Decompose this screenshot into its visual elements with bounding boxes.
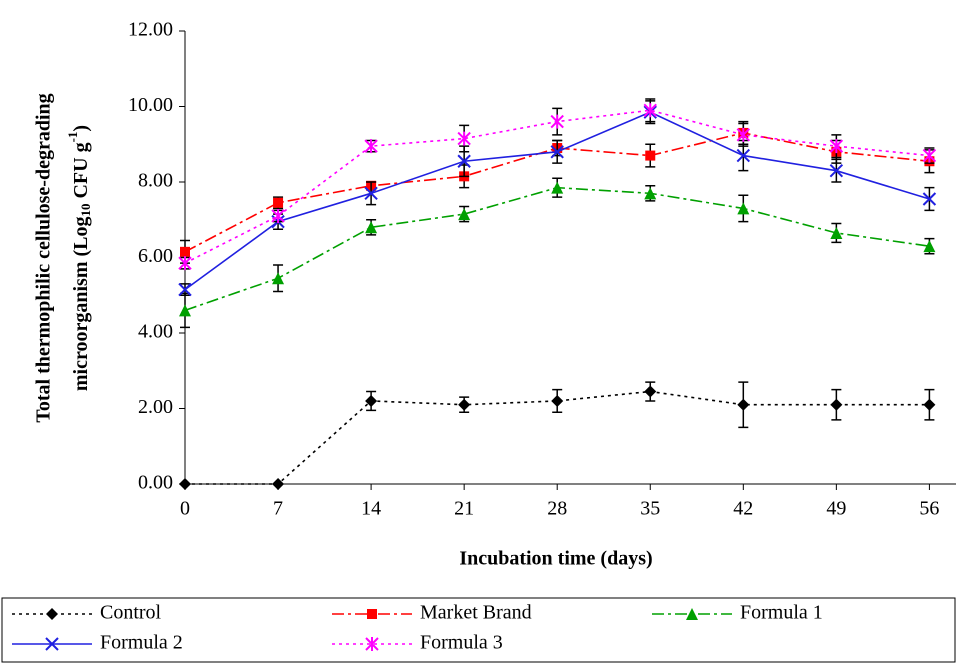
marker <box>457 131 471 146</box>
y-axis-label: Total thermophilic cellulose-degrading <box>33 93 55 422</box>
marker <box>923 398 936 411</box>
y-tick-label: 0.00 <box>138 472 173 494</box>
marker <box>179 478 191 490</box>
marker <box>922 148 937 163</box>
y-tick-label: 8.00 <box>138 170 173 192</box>
x-tick-label: 42 <box>733 498 753 520</box>
legend-marker <box>686 608 698 620</box>
marker <box>179 304 191 317</box>
legend-marker <box>367 609 377 619</box>
legend-label: Formula 2 <box>100 632 183 654</box>
marker <box>644 385 657 398</box>
y-axis-label-part: -1 <box>65 132 80 143</box>
x-tick-label: 7 <box>273 498 283 520</box>
marker <box>178 256 192 271</box>
marker <box>923 240 936 253</box>
marker <box>272 272 285 285</box>
legend-label: Control <box>100 602 162 624</box>
legend-label: Formula 3 <box>420 632 503 654</box>
marker <box>178 282 192 297</box>
legend-label: Formula 1 <box>740 602 823 624</box>
y-axis-label-part: CFU g <box>70 142 92 203</box>
x-tick-label: 21 <box>454 498 474 520</box>
x-tick-label: 49 <box>826 498 846 520</box>
x-tick-label: 35 <box>640 498 660 520</box>
y-axis-label-part: ) <box>70 125 92 132</box>
marker <box>645 150 656 161</box>
marker <box>272 478 285 490</box>
y-axis-label: microorganism (Log10 CFU g-1) <box>65 125 93 391</box>
marker <box>643 103 657 118</box>
y-tick-label: 6.00 <box>138 245 173 267</box>
x-axis-label: Incubation time (days) <box>459 548 652 570</box>
marker <box>830 398 843 411</box>
marker <box>550 114 564 129</box>
marker <box>365 221 378 234</box>
marker <box>736 127 751 142</box>
series-line <box>185 390 930 485</box>
x-tick-label: 0 <box>180 498 190 520</box>
y-axis-label-part: microorganism (Log <box>70 217 92 392</box>
marker <box>737 202 750 215</box>
y-tick-label: 12.00 <box>128 19 173 41</box>
legend-marker <box>45 637 59 651</box>
marker <box>458 398 471 411</box>
marker <box>271 208 285 223</box>
x-tick-label: 56 <box>919 498 939 520</box>
marker <box>644 187 657 200</box>
y-tick-label: 10.00 <box>128 94 173 116</box>
marker <box>829 163 844 178</box>
legend-marker <box>46 608 58 620</box>
legend-label: Market Brand <box>420 602 532 624</box>
marker <box>830 226 843 239</box>
marker <box>551 394 564 407</box>
marker <box>458 208 471 221</box>
marker <box>550 145 564 159</box>
marker <box>737 398 750 411</box>
marker <box>180 246 190 257</box>
marker <box>273 197 284 208</box>
y-tick-label: 4.00 <box>138 321 173 343</box>
y-axis-label-part: 10 <box>78 204 93 217</box>
marker <box>829 139 844 154</box>
marker <box>551 181 564 194</box>
marker <box>736 148 751 163</box>
marker <box>365 394 378 407</box>
marker <box>364 186 378 201</box>
legend-marker <box>365 637 379 651</box>
y-tick-label: 2.00 <box>138 396 173 418</box>
x-tick-label: 14 <box>361 498 381 520</box>
x-tick-label: 28 <box>547 498 567 520</box>
marker <box>922 192 937 206</box>
marker <box>364 139 378 154</box>
marker <box>457 154 471 168</box>
legend-box <box>1 597 956 663</box>
